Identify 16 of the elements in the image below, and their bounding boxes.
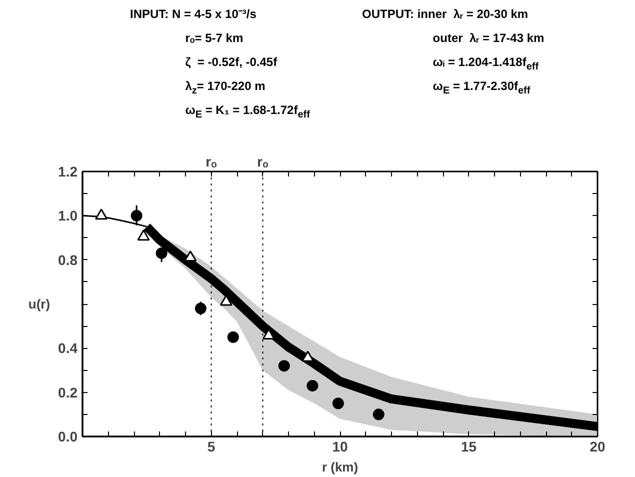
y-tick-label: 1.2 [58, 164, 78, 180]
y-tick-label: 1.0 [58, 208, 78, 224]
y-tick-label: 0.4 [58, 340, 78, 356]
y-tick-label: 0.2 [58, 384, 78, 400]
x-tick-label: 20 [590, 438, 606, 454]
annotation: OUTPUT: inner λᵣ = 20-30 km outer λᵣ = 17-43 km ωᵢ = 1.204-1.418f$_{eff}$ ω$_{E}$ = 1.77-2.30f$_{eff}$ [362, 6, 544, 98]
annotation: INPUT: N = 4-5 x 10⁻³/s rₒ= 5-7 km ζ = -0.52f, -0.45f λ$_{z}$= 170-220 m ω$_{E}$ = K₁ = 1.68-1.72f$_{eff}$ [130, 6, 310, 122]
x-tick-label: 15 [460, 438, 477, 454]
y-tick-label: 0.8 [58, 252, 78, 268]
ref-line-label: rₒ [206, 154, 218, 170]
x-axis-title: r (km) [322, 460, 358, 474]
x-tick-label: 5 [207, 438, 216, 454]
ref-line-label: rₒ [257, 154, 269, 170]
y-tick-label: 0.0 [58, 428, 78, 444]
x-tick-label: 10 [332, 438, 348, 454]
y-axis-title: u(r) [28, 296, 50, 312]
